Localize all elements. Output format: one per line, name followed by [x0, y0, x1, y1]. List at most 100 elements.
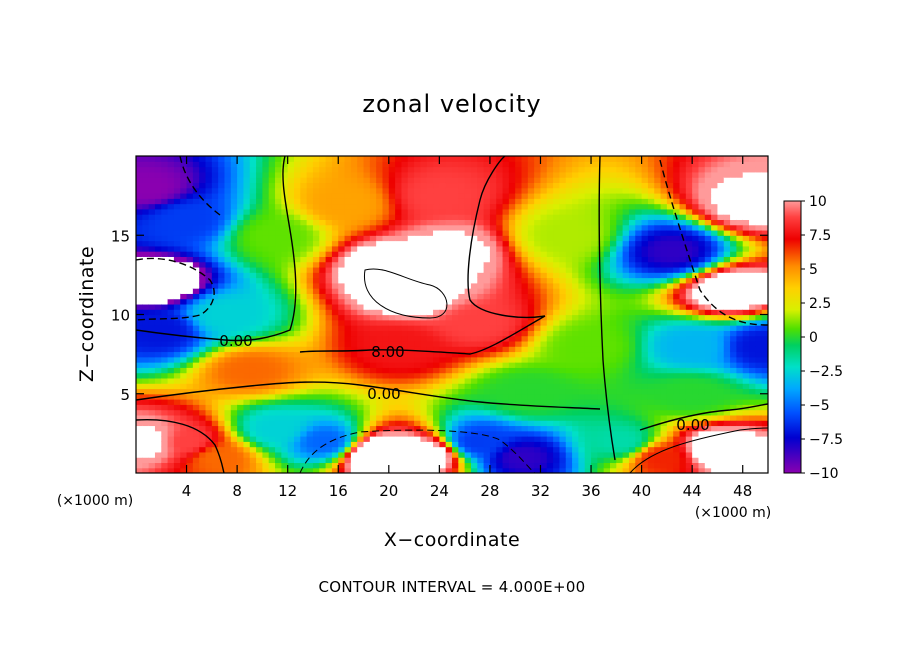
- heatmap-cell: [515, 266, 523, 273]
- heatmap-cell: [452, 214, 459, 220]
- heatmap-cell: [205, 362, 213, 368]
- heatmap-cell: [483, 346, 491, 353]
- heatmap-cell: [211, 351, 219, 358]
- heatmap-cell: [199, 446, 207, 453]
- heatmap-cell: [275, 293, 282, 300]
- heatmap-cell: [363, 399, 371, 405]
- heatmap-cell: [527, 240, 535, 247]
- heatmap-cell: [597, 367, 605, 374]
- heatmap-cell: [445, 229, 453, 236]
- heatmap-cell: [483, 198, 491, 205]
- heatmap-cell: [647, 399, 655, 405]
- heatmap-cell: [243, 436, 251, 442]
- heatmap-cell: [211, 198, 219, 205]
- heatmap-cell: [654, 192, 662, 199]
- heatmap-cell: [591, 177, 598, 184]
- heatmap-cell: [597, 214, 605, 220]
- heatmap-cell: [635, 441, 643, 448]
- heatmap-cell: [363, 457, 371, 464]
- heatmap-cell: [268, 335, 276, 342]
- heatmap-cell: [559, 436, 567, 442]
- heatmap-cell: [420, 277, 428, 284]
- heatmap-cell: [584, 377, 592, 384]
- heatmap-cell: [458, 171, 466, 178]
- heatmap-cell: [142, 340, 150, 347]
- heatmap-cell: [376, 224, 384, 231]
- heatmap-cell: [565, 314, 573, 321]
- heatmap-cell: [136, 177, 143, 184]
- heatmap-cell: [622, 388, 630, 395]
- heatmap-cell: [515, 303, 523, 310]
- heatmap-cell: [237, 288, 245, 294]
- heatmap-cell: [192, 325, 200, 331]
- heatmap-cell: [243, 266, 251, 273]
- heatmap-cell: [136, 303, 143, 310]
- heatmap-cell: [622, 224, 630, 231]
- heatmap-cell: [515, 251, 523, 257]
- heatmap-cell: [331, 309, 339, 316]
- heatmap-cell: [496, 266, 504, 273]
- heatmap-cell: [508, 298, 516, 305]
- heatmap-cell: [578, 240, 586, 247]
- heatmap-cell: [243, 298, 251, 305]
- heatmap-cell: [186, 161, 194, 168]
- heatmap-cell: [603, 251, 611, 257]
- heatmap-cell: [173, 171, 181, 178]
- heatmap-cell: [426, 388, 434, 395]
- heatmap-cell: [458, 303, 466, 310]
- heatmap-cell: [641, 251, 649, 257]
- heatmap-cell: [154, 156, 162, 162]
- heatmap-cell: [167, 451, 175, 458]
- heatmap-cell: [578, 314, 586, 321]
- heatmap-cell: [161, 451, 169, 458]
- heatmap-cell: [154, 414, 162, 421]
- heatmap-cell: [331, 277, 339, 284]
- heatmap-cell: [496, 298, 504, 305]
- heatmap-cell: [508, 240, 516, 247]
- heatmap-cell: [458, 219, 466, 226]
- heatmap-cell: [262, 192, 270, 199]
- heatmap-cell: [616, 436, 624, 442]
- heatmap-cell: [641, 420, 649, 427]
- heatmap-cell: [142, 462, 150, 469]
- heatmap-cell: [268, 266, 276, 273]
- heatmap-cell: [167, 377, 175, 384]
- heatmap-cell: [603, 330, 611, 337]
- heatmap-cell: [578, 256, 586, 263]
- heatmap-cell: [224, 404, 232, 411]
- heatmap-cell: [496, 182, 504, 189]
- heatmap-cell: [610, 462, 617, 469]
- heatmap-cell: [256, 298, 263, 305]
- heatmap-cell: [173, 240, 181, 247]
- heatmap-cell: [395, 235, 403, 242]
- heatmap-cell: [350, 177, 358, 184]
- heatmap-cell: [287, 187, 295, 194]
- heatmap-cell: [616, 420, 624, 427]
- heatmap-cell: [584, 161, 592, 168]
- heatmap-cell: [173, 272, 181, 279]
- heatmap-cell: [256, 414, 263, 421]
- heatmap-cell: [565, 182, 573, 189]
- heatmap-cell: [635, 182, 643, 189]
- heatmap-cell: [395, 457, 403, 464]
- heatmap-cell: [578, 414, 586, 421]
- heatmap-cell: [211, 156, 219, 162]
- heatmap-cell: [622, 214, 630, 220]
- heatmap-cell: [350, 351, 358, 358]
- heatmap-cell: [382, 214, 390, 220]
- heatmap-cell: [654, 462, 662, 469]
- heatmap-cell: [300, 414, 308, 421]
- heatmap-cell: [205, 451, 213, 458]
- heatmap-cell: [350, 414, 358, 421]
- heatmap-cell: [483, 224, 491, 231]
- heatmap-cell: [312, 425, 320, 432]
- heatmap-cell: [439, 198, 447, 205]
- heatmap-cell: [489, 451, 497, 458]
- heatmap-cell: [483, 409, 491, 416]
- heatmap-cell: [331, 451, 339, 458]
- heatmap-cell: [395, 383, 403, 390]
- heatmap-cell: [363, 298, 371, 305]
- heatmap-cell: [376, 282, 384, 289]
- heatmap-cell: [237, 414, 245, 421]
- heatmap-cell: [470, 261, 478, 268]
